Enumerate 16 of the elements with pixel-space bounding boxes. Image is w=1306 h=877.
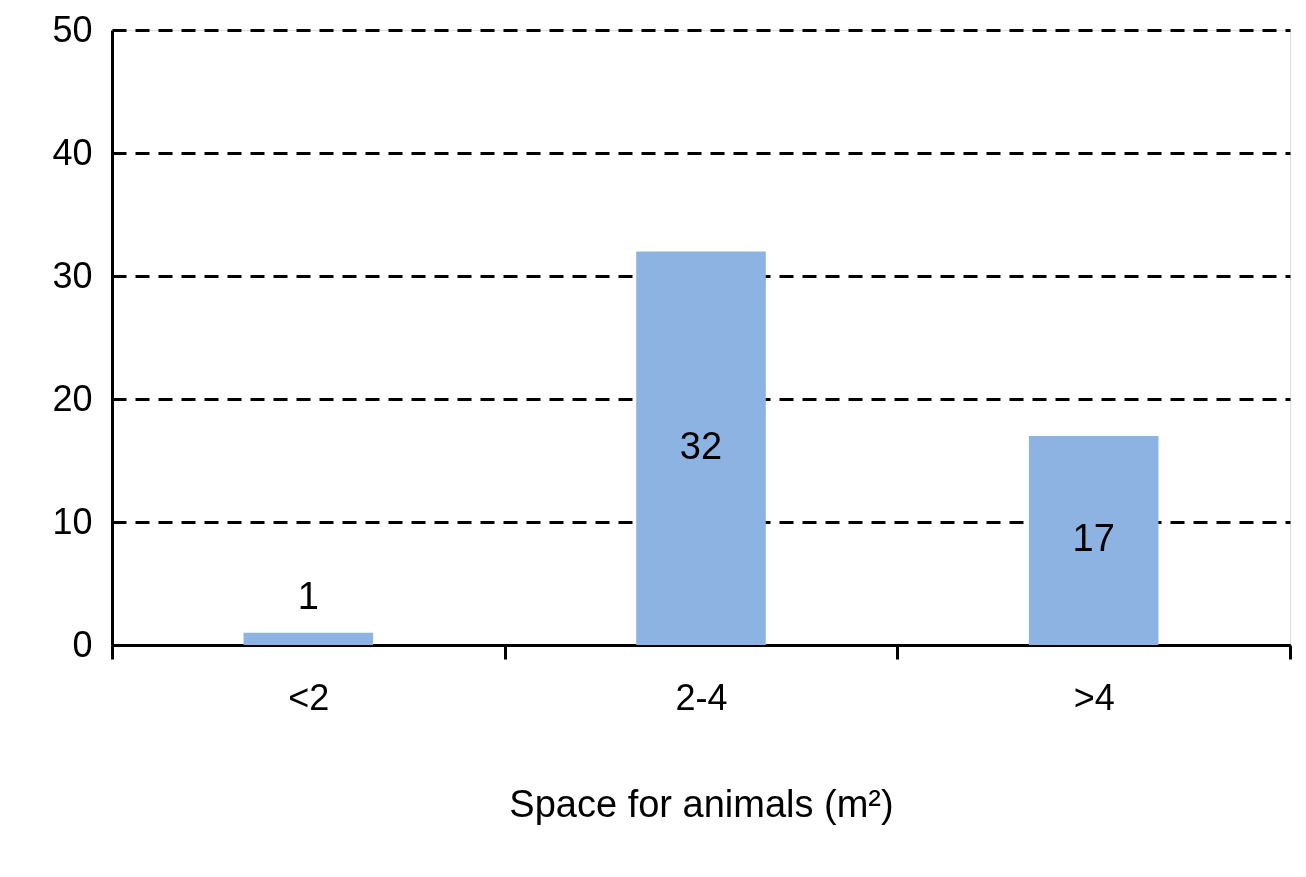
y-tick-label: 10 (52, 500, 93, 542)
y-tick-label: 20 (52, 377, 93, 419)
data-label: 1 (297, 574, 319, 617)
bar (243, 632, 374, 645)
data-label: 17 (1072, 517, 1115, 560)
y-tick-label: 0 (72, 623, 93, 665)
data-label: 32 (679, 425, 723, 468)
bar (1028, 435, 1159, 645)
x-tick-label: >4 (1073, 676, 1115, 718)
y-tick-label: 40 (52, 131, 93, 173)
x-tick-label: <2 (288, 676, 330, 718)
x-tick-label: 2-4 (675, 676, 728, 718)
y-tick-label: 50 (52, 8, 93, 50)
x-axis-title: Space for animals (m²) (509, 782, 894, 825)
bar (636, 251, 766, 645)
y-tick-label: 30 (52, 254, 93, 296)
